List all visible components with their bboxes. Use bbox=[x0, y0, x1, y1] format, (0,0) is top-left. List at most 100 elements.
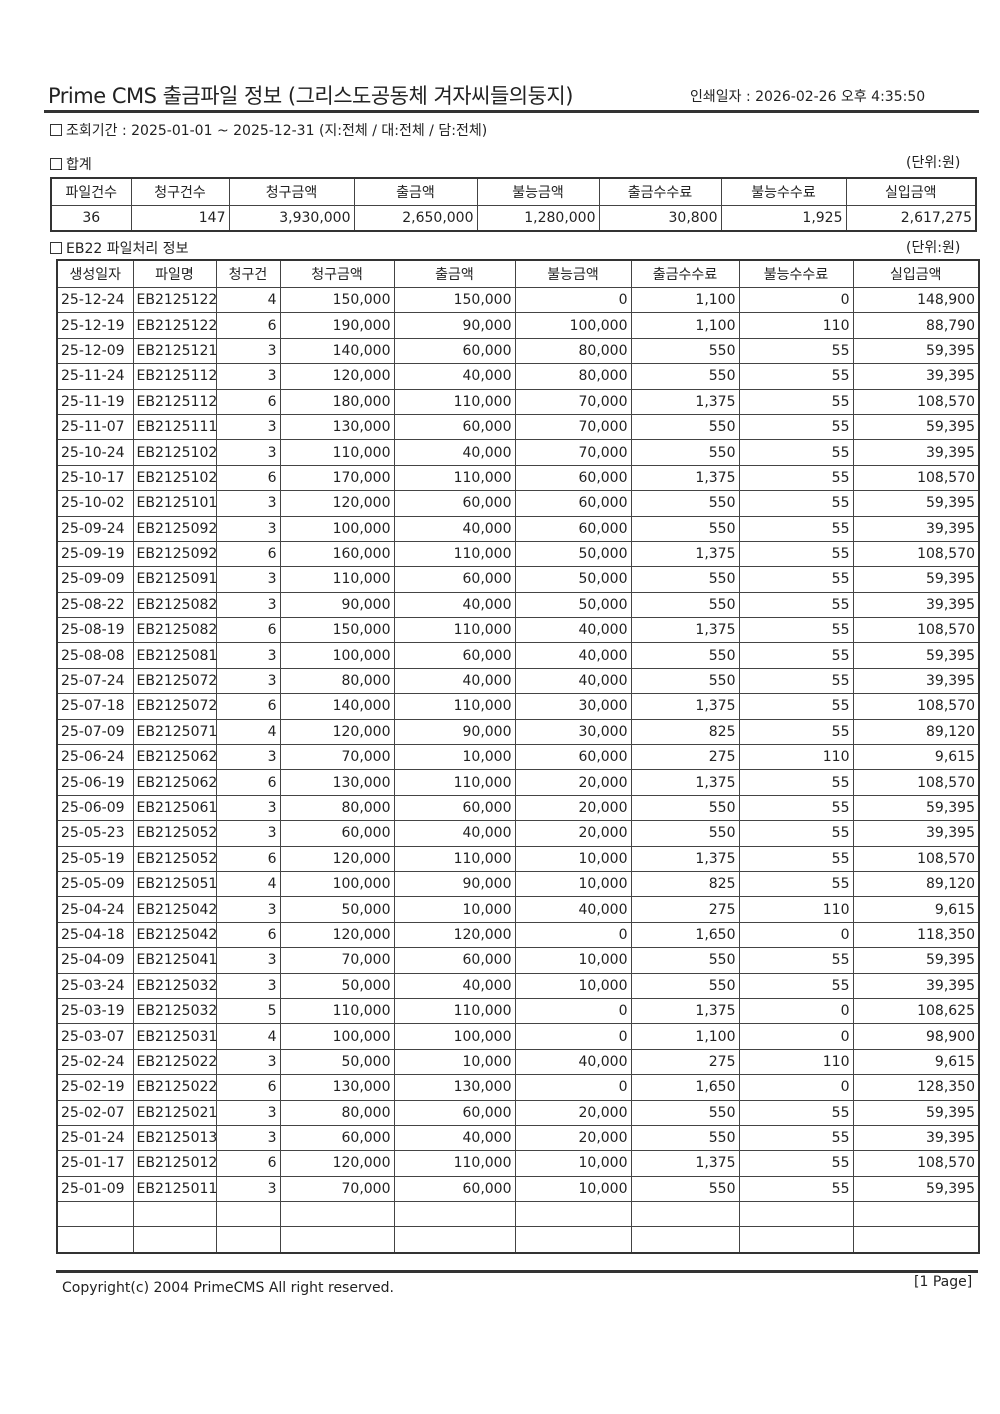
table-cell: 25-08-08 bbox=[56, 642, 134, 669]
table-cell: EB21251120 bbox=[132, 388, 217, 415]
table-cell: 55 bbox=[738, 617, 854, 644]
table-cell: 4 bbox=[215, 1023, 281, 1050]
table-cell: 20,000 bbox=[514, 1124, 632, 1152]
table-cell: 20,000 bbox=[514, 1099, 632, 1126]
table-cell: 825 bbox=[630, 870, 740, 898]
column-header: 출금액 bbox=[393, 259, 516, 288]
table-row: 25-05-09EB212505124100,00090,00010,00082… bbox=[56, 870, 980, 898]
table-cell: 3 bbox=[215, 972, 281, 999]
table-cell: 100,000 bbox=[393, 1023, 516, 1050]
table-cell: 550 bbox=[630, 515, 740, 542]
table-cell: 25-06-24 bbox=[56, 744, 134, 771]
table-cell: 3 bbox=[215, 1099, 281, 1126]
table-cell: 40,000 bbox=[393, 591, 516, 619]
table-cell: 10,000 bbox=[514, 845, 632, 872]
column-header: 생성일자 bbox=[56, 259, 134, 288]
table-cell: 25-02-19 bbox=[56, 1074, 134, 1101]
table-cell: 55 bbox=[738, 1099, 854, 1126]
table-cell: EB21250120 bbox=[132, 1150, 217, 1177]
empty-cell bbox=[215, 1201, 281, 1228]
column-header: 출금수수료 bbox=[630, 259, 740, 288]
table-cell: 25-08-22 bbox=[56, 591, 134, 619]
table-cell: 25-11-19 bbox=[56, 388, 134, 415]
table-cell: 0 bbox=[514, 1074, 632, 1101]
divider bbox=[56, 1270, 978, 1273]
table-cell: EB21250220 bbox=[132, 1074, 217, 1101]
table-cell: 1,375 bbox=[630, 388, 740, 415]
table-cell: EB21250425 bbox=[132, 896, 217, 923]
table-cell: 0 bbox=[514, 921, 632, 949]
table-cell: 55 bbox=[738, 870, 854, 898]
table-row: 25-11-07EB212511103130,00060,00070,00055… bbox=[56, 413, 980, 441]
table-cell: 70,000 bbox=[514, 388, 632, 415]
summary-title-text: 합계 bbox=[66, 157, 92, 173]
table-cell: 60,000 bbox=[514, 490, 632, 517]
table-row: 25-12-19EB212512226190,00090,000100,0001… bbox=[56, 312, 980, 339]
table-row: 25-08-08EB212508113100,00060,00040,00055… bbox=[56, 642, 980, 669]
table-cell: EB21250520 bbox=[132, 845, 217, 872]
table-cell: 25-12-19 bbox=[56, 312, 134, 339]
summary-value: 2,617,275 bbox=[845, 205, 977, 232]
table-cell: 1,100 bbox=[630, 286, 740, 314]
table-cell: 6 bbox=[215, 845, 281, 872]
table-cell: 6 bbox=[215, 769, 281, 796]
table-cell: 60,000 bbox=[514, 744, 632, 771]
table-cell: 108,570 bbox=[852, 464, 980, 492]
table-cell: 40,000 bbox=[393, 515, 516, 542]
table-cell: 5 bbox=[215, 997, 281, 1025]
table-cell: 150,000 bbox=[393, 286, 516, 314]
table-row: 25-04-24EB21250425350,00010,00040,000275… bbox=[56, 896, 980, 923]
summary-unit: (단위:원) bbox=[906, 155, 961, 171]
table-cell: 25-11-24 bbox=[56, 363, 134, 390]
empty-cell bbox=[279, 1201, 395, 1228]
table-cell: 110,000 bbox=[279, 566, 395, 593]
table-cell: 120,000 bbox=[279, 921, 395, 949]
empty-cell bbox=[738, 1226, 854, 1254]
table-cell: 550 bbox=[630, 337, 740, 365]
table-cell: EB21251210 bbox=[132, 337, 217, 365]
table-cell: 6 bbox=[215, 388, 281, 415]
table-cell: 180,000 bbox=[279, 388, 395, 415]
table-row: 25-05-23EB21250526360,00040,00020,000550… bbox=[56, 820, 980, 847]
table-cell: 90,000 bbox=[393, 312, 516, 339]
table-cell: 0 bbox=[738, 921, 854, 949]
empty-cell bbox=[514, 1226, 632, 1254]
table-cell: 25-12-24 bbox=[56, 286, 134, 314]
table-row: 25-11-19EB212511206180,000110,00070,0001… bbox=[56, 388, 980, 415]
table-cell: 55 bbox=[738, 947, 854, 974]
table-cell: 1,375 bbox=[630, 464, 740, 492]
empty-cell bbox=[393, 1201, 516, 1228]
empty-row bbox=[56, 1226, 980, 1254]
table-row: 25-11-24EB212511253120,00040,00080,00055… bbox=[56, 363, 980, 390]
table-row: 25-07-18EB212507216140,000110,00030,0001… bbox=[56, 693, 980, 720]
table-cell: 50,000 bbox=[279, 972, 395, 999]
column-header: 청구금액 bbox=[228, 177, 355, 206]
table-cell: 59,395 bbox=[852, 1175, 980, 1203]
table-cell: 40,000 bbox=[393, 972, 516, 999]
table-cell: 25-07-09 bbox=[56, 718, 134, 746]
table-cell: 55 bbox=[738, 388, 854, 415]
table-cell: 70,000 bbox=[279, 947, 395, 974]
copyright: Copyright(c) 2004 PrimeCMS All right res… bbox=[62, 1280, 394, 1296]
print-date: 인쇄일자 : 2026-02-26 오후 4:35:50 bbox=[690, 89, 926, 105]
table-cell: 3 bbox=[215, 744, 281, 771]
table-cell: EB21251125 bbox=[132, 363, 217, 390]
summary-value: 1,925 bbox=[720, 205, 847, 232]
table-cell: 6 bbox=[215, 1074, 281, 1101]
table-cell: 20,000 bbox=[514, 769, 632, 796]
divider bbox=[44, 110, 979, 113]
table-cell: 10,000 bbox=[514, 947, 632, 974]
table-cell: 60,000 bbox=[393, 794, 516, 822]
table-cell: 59,395 bbox=[852, 947, 980, 974]
table-cell: 128,350 bbox=[852, 1074, 980, 1101]
table-cell: EB21250820 bbox=[132, 617, 217, 644]
table-cell: 40,000 bbox=[393, 363, 516, 390]
table-cell: 120,000 bbox=[279, 845, 395, 872]
table-cell: 6 bbox=[215, 464, 281, 492]
table-cell: 20,000 bbox=[514, 820, 632, 847]
table-cell: 70,000 bbox=[279, 1175, 395, 1203]
table-cell: 25-04-24 bbox=[56, 896, 134, 923]
table-cell: 60,000 bbox=[393, 490, 516, 517]
column-header: 파일명 bbox=[132, 259, 217, 288]
table-cell: 80,000 bbox=[279, 1099, 395, 1126]
